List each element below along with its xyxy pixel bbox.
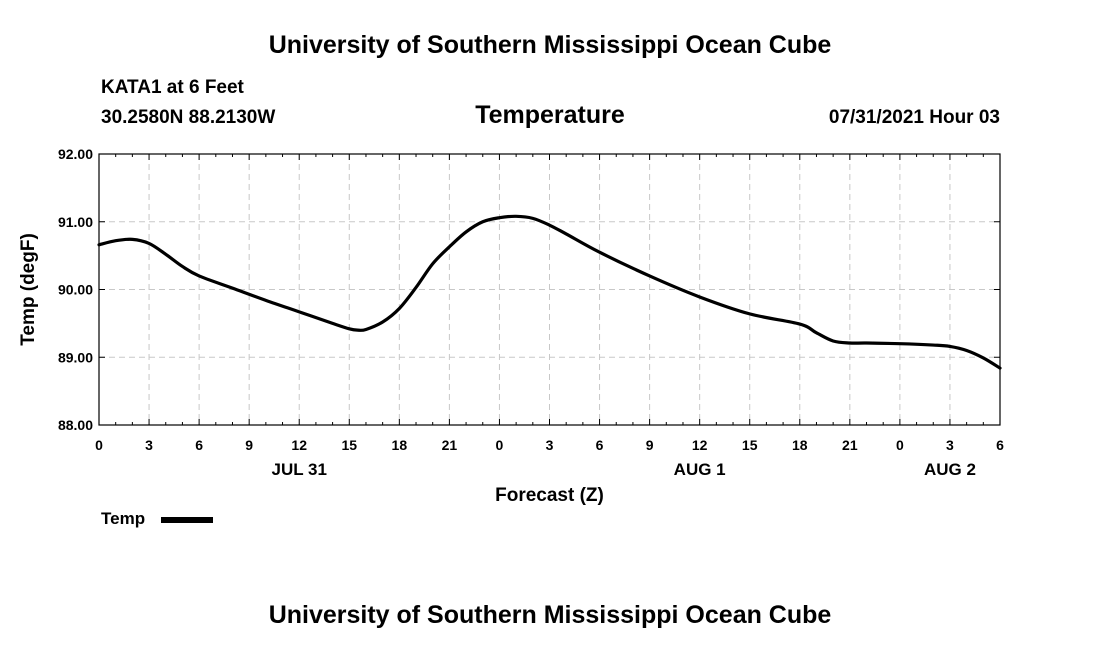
y-tick-label: 91.00 [58, 214, 93, 230]
x-axis-title: Forecast (Z) [495, 485, 604, 506]
bottom-title: University of Southern Mississippi Ocean… [268, 601, 832, 629]
x-tick-label: 12 [692, 437, 708, 453]
x-tick-label: 18 [792, 437, 808, 453]
x-tick-label: 21 [442, 437, 458, 453]
day-label: AUG 1 [674, 460, 726, 479]
temp-series-line [97, 214, 1002, 370]
x-tick-label: 0 [95, 437, 103, 453]
y-tick-label: 90.00 [58, 282, 93, 298]
x-tick-label: 3 [946, 437, 954, 453]
x-tick-label: 18 [392, 437, 408, 453]
y-tick-label: 89.00 [58, 349, 93, 365]
x-tick-label: 15 [742, 437, 758, 453]
x-tick-label: 0 [496, 437, 504, 453]
station-label: KATA1 at 6 Feet [101, 77, 244, 98]
forecast-date: 07/31/2021 Hour 03 [828, 107, 1000, 128]
x-tick-label: 9 [646, 437, 654, 453]
x-tick-label: 6 [596, 437, 604, 453]
legend-label: Temp [101, 509, 146, 528]
x-tick-label: 21 [842, 437, 858, 453]
x-tick-label: 12 [291, 437, 307, 453]
day-label: AUG 2 [924, 460, 976, 479]
chart-title: Temperature [475, 101, 625, 129]
y-tick-label: 88.00 [58, 417, 93, 433]
x-tick-label: 9 [245, 437, 253, 453]
day-label: JUL 31 [271, 460, 326, 479]
x-tick-label: 3 [145, 437, 153, 453]
x-tick-label: 6 [996, 437, 1004, 453]
legend-line-swatch [161, 517, 213, 523]
top-title: University of Southern Mississippi Ocean… [268, 31, 832, 59]
x-tick-label: 15 [341, 437, 357, 453]
y-axis-title: Temp (degF) [18, 233, 39, 346]
x-tick-label: 6 [195, 437, 203, 453]
x-tick-label: 3 [546, 437, 554, 453]
x-tick-label: 0 [896, 437, 904, 453]
station-coords: 30.2580N 88.2130W [101, 107, 276, 128]
y-tick-label: 92.00 [58, 146, 93, 162]
